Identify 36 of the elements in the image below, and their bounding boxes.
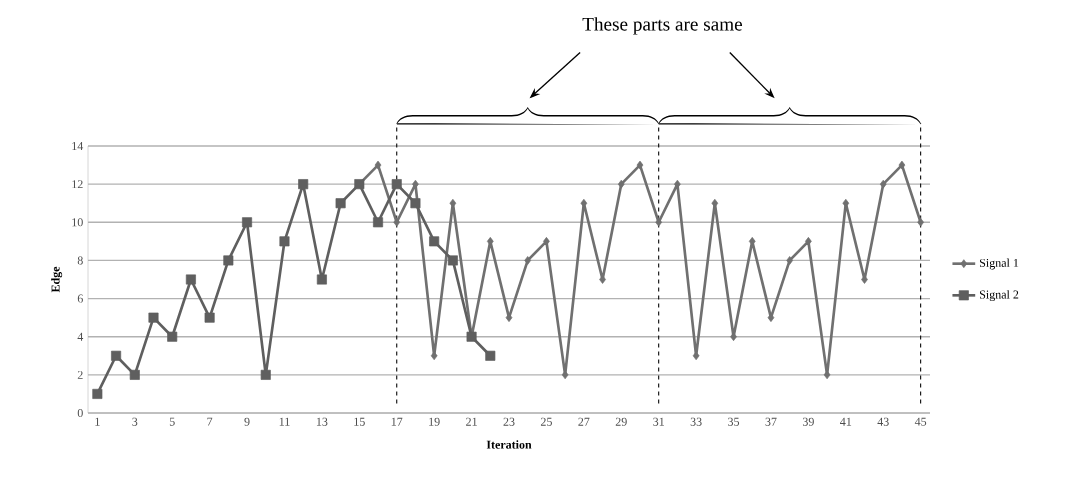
y-tick-label: 2 <box>77 370 83 379</box>
y-axis-title: Edge <box>51 266 63 293</box>
y-tick-label: 14 <box>72 142 84 150</box>
x-tick-label: 43 <box>877 417 889 426</box>
x-tick-label: 25 <box>540 417 552 426</box>
x-tick-label: 17 <box>391 417 403 426</box>
legend-label: Signal 2 <box>980 290 1019 302</box>
x-tick-label: 3 <box>132 417 138 426</box>
x-tick-label: 23 <box>503 417 515 426</box>
x-tick-label: 27 <box>578 417 590 426</box>
x-tick-label: 9 <box>244 417 250 426</box>
x-tick-label: 7 <box>207 417 213 426</box>
x-tick-label: 35 <box>728 417 740 426</box>
y-tick-label: 8 <box>77 256 83 265</box>
x-tick-label: 31 <box>653 417 664 426</box>
x-axis-title: Iteration <box>486 440 532 449</box>
x-tick-label: 41 <box>840 417 852 426</box>
x-tick-label: 19 <box>429 417 440 426</box>
x-tick-label: 45 <box>914 417 927 426</box>
x-tick-label: 5 <box>169 417 175 426</box>
legend-label: Signal 1 <box>980 258 1019 270</box>
x-tick-label: 1 <box>95 417 100 426</box>
x-tick-label: 15 <box>354 417 365 426</box>
x-tick-label: 39 <box>802 417 814 426</box>
text: These parts are same <box>582 17 743 35</box>
x-tick-label: 37 <box>765 417 777 426</box>
x-tick-label: 21 <box>466 417 477 426</box>
y-tick-label: 6 <box>77 294 83 303</box>
x-tick-label: 11 <box>279 417 290 426</box>
y-tick-label: 10 <box>72 218 83 227</box>
x-tick-label: 33 <box>690 417 702 426</box>
y-tick-label: 0 <box>77 408 83 418</box>
y-tick-label: 4 <box>77 332 84 341</box>
x-tick-label: 13 <box>316 417 328 426</box>
x-tick-label: 29 <box>615 417 627 426</box>
y-tick-label: 12 <box>72 180 83 189</box>
